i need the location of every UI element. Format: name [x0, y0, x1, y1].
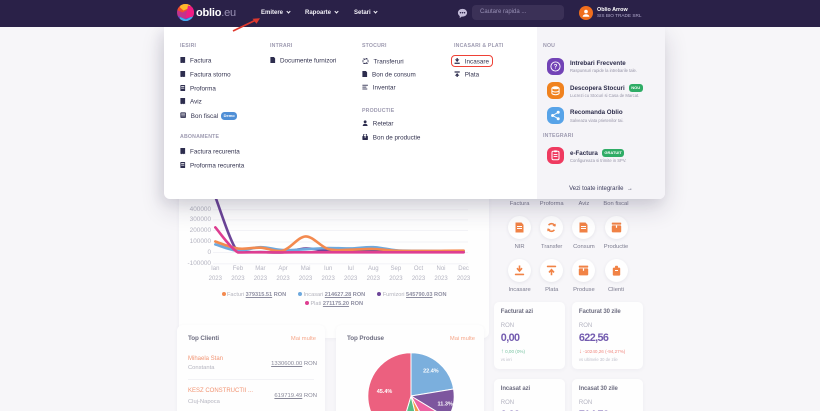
svg-text:22.4%: 22.4%: [423, 369, 439, 375]
svg-text:11.3%: 11.3%: [437, 402, 452, 408]
svg-text:45.4%: 45.4%: [376, 389, 392, 395]
svg-text:?: ?: [554, 63, 558, 70]
